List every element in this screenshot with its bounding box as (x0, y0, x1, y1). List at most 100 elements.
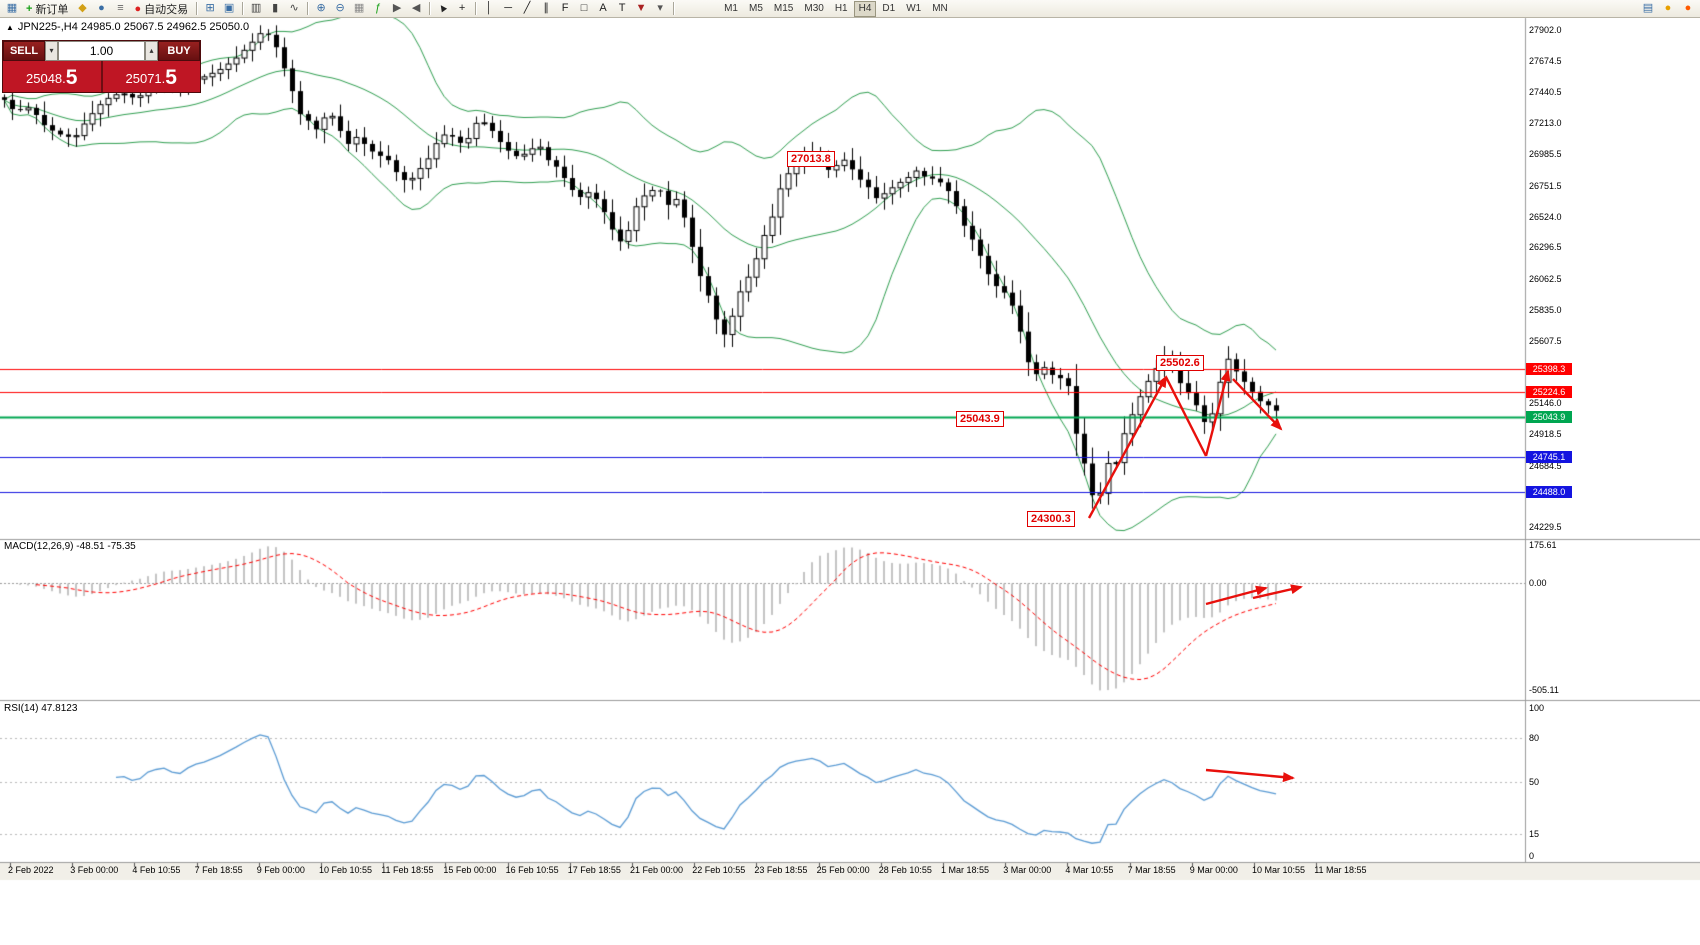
alert-icon[interactable]: ● (1664, 2, 1672, 14)
text-tool-icon[interactable]: A (599, 2, 607, 14)
time-axis-label: 10 Feb 10:55 (319, 865, 373, 875)
timeframe-h4[interactable]: H4 (853, 0, 877, 17)
toolbar: ▦ + 新订单 ◆ ● ≡ ● 自动交易 ⊞ ▣ ▥ ▮ ∿ ⊕ ⊖ ▦ ƒ ▶ ◀ ▲ + │ ─ ╱ ∥ F □ A T ▼ ▾ M1 M5… (0, 0, 1700, 18)
text-label-tool-icon[interactable]: T (618, 2, 626, 14)
rsi-axis-label: 80 (1529, 732, 1540, 743)
rsi-axis-label: 0 (1529, 851, 1535, 862)
price-divider (100, 61, 103, 92)
macd-axis-label: 175.61 (1529, 540, 1557, 551)
time-axis-label: 3 Mar 00:00 (1003, 865, 1052, 875)
channel-icon[interactable]: ∥ (543, 2, 549, 14)
horizontal-line-icon[interactable]: ─ (504, 2, 512, 14)
price-axis-label: 27440.5 (1529, 87, 1562, 98)
price-axis-tag: 25398.3 (1526, 362, 1572, 375)
auto-trading-icon: ● (134, 2, 142, 15)
time-axis-label: 4 Mar 10:55 (1065, 865, 1114, 875)
price-annotation[interactable]: 25502.6 (1156, 355, 1204, 371)
timeframe-d1[interactable]: D1 (882, 2, 896, 14)
price-axis-tag: 25043.9 (1526, 410, 1572, 423)
data-window-icon[interactable]: ≡ (117, 2, 124, 14)
objects-dropdown-icon[interactable]: ▾ (657, 2, 663, 14)
price-annotation[interactable]: 27013.8 (787, 151, 835, 167)
time-axis-label: 11 Mar 18:55 (1314, 865, 1367, 875)
toolbar-separator (475, 2, 477, 15)
price-axis-label: 26751.5 (1529, 180, 1562, 191)
scroll-to-end-icon[interactable]: ▶ (392, 2, 402, 14)
timeframe-m15[interactable]: M15 (773, 2, 794, 14)
zoom-out-icon[interactable]: ⊖ (335, 2, 345, 14)
tile-windows-icon[interactable]: ⊞ (205, 2, 215, 14)
price-axis-label: 26062.5 (1529, 274, 1562, 285)
arrows-tool-icon[interactable]: ▼ (635, 2, 647, 14)
macd-axis-label: 0.00 (1529, 577, 1547, 588)
time-axis-label: 16 Feb 10:55 (505, 865, 559, 875)
indicators-icon[interactable]: ƒ (375, 2, 382, 14)
auto-trading-button[interactable]: ● 自动交易 (130, 1, 192, 16)
rsi-axis-label: 50 (1529, 777, 1540, 787)
time-axis-label: 25 Feb 00:00 (816, 865, 870, 875)
buy-price-button[interactable]: 25071. 5 (103, 61, 201, 92)
line-chart-type-icon[interactable]: ∿ (289, 2, 299, 14)
timeframe-h1[interactable]: H1 (834, 2, 848, 14)
zoom-in-icon[interactable]: ⊕ (316, 2, 326, 14)
new-order-button-label: 新订单 (35, 3, 69, 16)
sell-price-big-digit: 5 (65, 66, 78, 89)
buy-price-main: 25071. (125, 71, 166, 86)
timeframe-w1[interactable]: W1 (906, 2, 922, 14)
price-axis-label: 25146.0 (1529, 398, 1562, 409)
crosshair-icon[interactable]: + (458, 2, 466, 14)
grid-icon[interactable]: ▦ (353, 2, 365, 14)
cascade-windows-icon[interactable]: ▣ (223, 2, 235, 14)
cursor-icon[interactable]: ▲ (434, 0, 451, 17)
buy-price-big-digit: 5 (165, 66, 177, 89)
chart-marker-icon: ▲ (6, 22, 14, 32)
vertical-line-icon[interactable]: │ (485, 2, 493, 14)
trendline-icon[interactable]: ╱ (523, 2, 531, 14)
price-axis-label: 27213.0 (1529, 118, 1562, 129)
timeframe-m30[interactable]: M30 (804, 2, 824, 14)
toolbar-separator (673, 2, 675, 15)
price-axis-label: 25835.0 (1529, 304, 1562, 315)
price-axis-label: 24229.5 (1529, 522, 1562, 533)
toolbar-separator (196, 2, 198, 15)
new-order-icon: + (26, 2, 33, 15)
chart-title: ▲ JPN225-,H4 24985.0 25067.5 24962.5 250… (6, 21, 249, 33)
timeframe-group: M1 M5 M15 M30 H1 H4 D1 W1 MN (719, 0, 953, 17)
time-axis-label: 17 Feb 18:55 (567, 865, 621, 875)
volume-decrease-button[interactable]: ▾ (45, 41, 58, 61)
chart-list-icon[interactable]: ▤ (1642, 2, 1654, 14)
notification-badge[interactable]: ● (1684, 2, 1692, 14)
new-order-button[interactable]: + 新订单 (22, 1, 72, 16)
fibonacci-icon[interactable]: F (561, 2, 569, 14)
time-axis-label: 23 Feb 18:55 (754, 865, 808, 875)
time-axis-label: 1 Mar 18:55 (941, 865, 990, 875)
time-axis-label: 15 Feb 00:00 (443, 865, 497, 875)
one-click-controls: SELL ▾ ▴ BUY (3, 41, 200, 61)
time-axis-label: 11 Feb 18:55 (381, 865, 434, 875)
timeframe-mn[interactable]: MN (932, 2, 948, 14)
chart-shift-icon[interactable]: ◀ (411, 2, 421, 14)
chart-profiles-icon[interactable]: ◆ (78, 2, 87, 14)
volume-input[interactable] (58, 41, 145, 61)
time-axis-label: 10 Mar 10:55 (1252, 865, 1306, 875)
auto-trading-button-label: 自动交易 (144, 3, 189, 16)
market-watch-icon[interactable]: ● (98, 2, 105, 14)
candlestick-type-icon[interactable]: ▮ (272, 2, 279, 14)
price-axis-tag: 25224.6 (1526, 386, 1572, 399)
sell-price-button[interactable]: 25048. 5 (3, 61, 101, 92)
rsi-axis-label: 100 (1529, 702, 1545, 713)
price-axis-label: 26524.0 (1529, 211, 1562, 222)
price-annotation[interactable]: 25043.9 (956, 411, 1004, 427)
sell-button[interactable]: SELL (3, 41, 45, 61)
time-axis-label: 3 Feb 00:00 (70, 865, 119, 875)
bar-chart-type-icon[interactable]: ▥ (250, 2, 262, 14)
new-chart-icon[interactable]: ▦ (6, 2, 18, 14)
timeframe-m5[interactable]: M5 (749, 2, 763, 14)
buy-button[interactable]: BUY (158, 41, 200, 61)
timeframe-m1[interactable]: M1 (724, 2, 738, 14)
volume-increase-button[interactable]: ▴ (145, 41, 158, 61)
price-axis-label: 24684.5 (1529, 460, 1562, 471)
price-annotation[interactable]: 24300.3 (1027, 511, 1075, 527)
shapes-icon[interactable]: □ (580, 2, 588, 14)
